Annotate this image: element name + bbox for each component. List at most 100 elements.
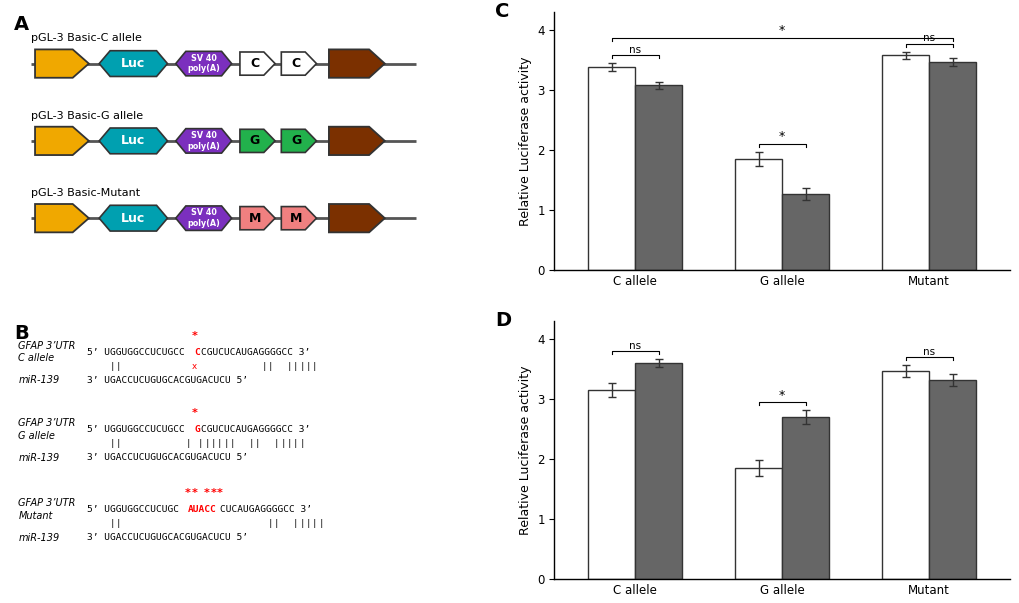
Text: |: | (109, 519, 115, 528)
Text: CGUCUCAUGAGGGGCC 3’: CGUCUCAUGAGGGGCC 3’ (201, 348, 310, 356)
Text: 5’ UGGUGGCCUCUGC: 5’ UGGUGGCCUCUGC (87, 505, 178, 514)
Text: |: | (223, 439, 228, 448)
Polygon shape (239, 129, 275, 153)
Text: CUCAUGAGGGGCC 3’: CUCAUGAGGGGCC 3’ (219, 505, 312, 514)
Text: |: | (312, 362, 317, 371)
Text: *: * (779, 24, 785, 37)
Polygon shape (328, 127, 384, 155)
Text: |: | (109, 439, 115, 448)
Text: ns: ns (922, 347, 934, 356)
Text: |: | (274, 439, 279, 448)
Text: *: * (779, 130, 785, 144)
Polygon shape (35, 127, 89, 155)
Bar (881, 55, 928, 270)
Polygon shape (175, 51, 231, 76)
Text: |: | (300, 362, 305, 371)
Text: |: | (292, 519, 299, 528)
Text: Luc: Luc (121, 212, 146, 225)
Text: GFAP 3’UTR
C allele: GFAP 3’UTR C allele (18, 341, 75, 364)
Text: |: | (318, 519, 323, 528)
Polygon shape (239, 207, 275, 230)
Text: SV 40
poly(A): SV 40 poly(A) (187, 131, 220, 151)
Text: |: | (274, 519, 279, 528)
Polygon shape (281, 207, 316, 230)
Text: M: M (249, 212, 261, 225)
Text: miR-139: miR-139 (18, 453, 60, 463)
Text: |: | (261, 362, 267, 371)
Text: 3’ UGACCUCUGUGCACGUGACUCU 5’: 3’ UGACCUCUGUGCACGUGACUCU 5’ (87, 453, 248, 463)
Text: ns: ns (629, 45, 641, 55)
Text: *: * (204, 488, 210, 498)
Text: pGL-3 Basic-Mutant: pGL-3 Basic-Mutant (31, 188, 140, 198)
Bar (735, 159, 782, 270)
Text: |: | (185, 439, 191, 448)
Bar (588, 390, 635, 579)
Text: A: A (14, 14, 30, 34)
Text: |: | (217, 439, 222, 448)
Text: 5’ UGGUGGCCUCUGCC: 5’ UGGUGGCCUCUGCC (87, 425, 184, 434)
Polygon shape (281, 129, 316, 153)
Polygon shape (35, 204, 89, 232)
Text: |: | (286, 439, 291, 448)
Text: miR-139: miR-139 (18, 532, 60, 543)
Text: |: | (306, 519, 311, 528)
Text: *: * (210, 488, 216, 498)
Bar (782, 417, 828, 579)
Text: |: | (198, 439, 203, 448)
Text: AUACC: AUACC (187, 505, 217, 514)
Text: *: * (779, 388, 785, 402)
Text: |: | (300, 439, 305, 448)
Text: C: C (195, 348, 200, 356)
Text: SV 40
poly(A): SV 40 poly(A) (187, 209, 220, 228)
Text: GFAP 3’UTR
Mutant: GFAP 3’UTR Mutant (18, 498, 75, 520)
Bar (635, 85, 682, 270)
Bar (928, 380, 975, 579)
Bar (881, 371, 928, 579)
Text: 3’ UGACCUCUGUGCACGUGACUCU 5’: 3’ UGACCUCUGUGCACGUGACUCU 5’ (87, 533, 248, 542)
Text: |: | (312, 519, 317, 528)
Text: CGUCUCAUGAGGGGCC 3’: CGUCUCAUGAGGGGCC 3’ (201, 425, 310, 434)
Text: M: M (289, 212, 302, 225)
Bar (588, 67, 635, 270)
Text: |: | (115, 362, 121, 371)
Text: ns: ns (922, 33, 934, 43)
Text: |: | (249, 439, 254, 448)
Text: |: | (229, 439, 235, 448)
Text: |: | (115, 519, 121, 528)
Bar (635, 363, 682, 579)
Text: ns: ns (629, 341, 641, 350)
Polygon shape (35, 49, 89, 78)
Text: |: | (286, 362, 291, 371)
Text: |: | (280, 439, 285, 448)
Text: pGL-3 Basic-C allele: pGL-3 Basic-C allele (31, 34, 142, 43)
Text: *: * (192, 408, 198, 418)
Polygon shape (99, 128, 167, 154)
Polygon shape (99, 205, 167, 231)
Text: *: * (217, 488, 222, 498)
Polygon shape (281, 52, 316, 75)
Text: |: | (292, 362, 299, 371)
Text: Luc: Luc (121, 134, 146, 147)
Polygon shape (175, 206, 231, 230)
Polygon shape (239, 52, 275, 75)
Y-axis label: Relative Luciferase activity: Relative Luciferase activity (519, 365, 531, 535)
Text: pGL-3 Basic-G allele: pGL-3 Basic-G allele (31, 111, 143, 121)
Polygon shape (328, 204, 384, 232)
Polygon shape (175, 128, 231, 153)
Text: *: * (185, 488, 191, 498)
Text: SV 40
poly(A): SV 40 poly(A) (187, 54, 220, 74)
Bar (928, 62, 975, 270)
Text: G: G (250, 134, 260, 147)
Text: *: * (192, 488, 198, 498)
Text: G: G (195, 425, 200, 434)
Text: |: | (267, 519, 273, 528)
Text: |: | (267, 362, 273, 371)
Text: GFAP 3’UTR
G allele: GFAP 3’UTR G allele (18, 418, 75, 441)
Text: |: | (204, 439, 210, 448)
Text: |: | (115, 439, 121, 448)
Text: B: B (14, 324, 30, 343)
Y-axis label: Relative Luciferase activity: Relative Luciferase activity (519, 56, 531, 226)
Text: *: * (192, 331, 198, 341)
Text: C: C (291, 57, 301, 70)
Text: D: D (495, 311, 511, 330)
